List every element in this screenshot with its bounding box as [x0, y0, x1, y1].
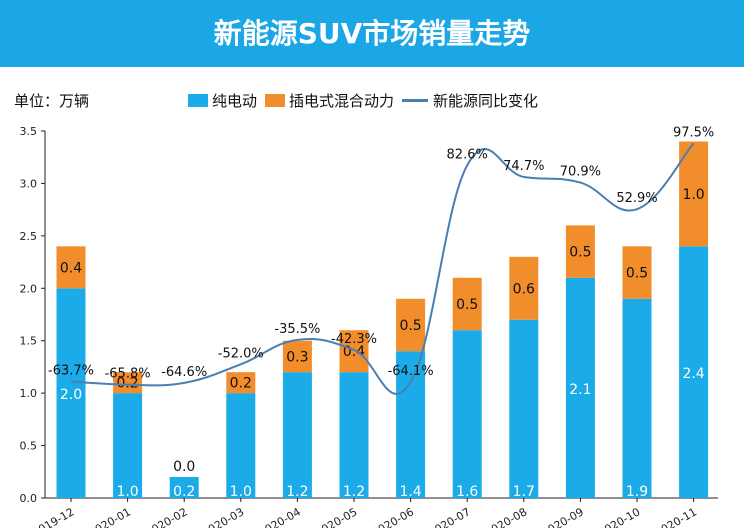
- legend-label-phev: 插电式混合动力: [289, 92, 395, 110]
- bar-phev: [452, 277, 482, 331]
- stacked-bar-chart: 0.0 0.5 1.0 1.5 2.0 2.5 3.0 3.5 2.0 1.0 0.2 1.0 1.2 1…: [20, 125, 718, 528]
- x-tick-label: 2020-02: [143, 505, 189, 528]
- data-label-phev: 0.6: [513, 281, 535, 297]
- y-tick-label: 0.5: [20, 440, 38, 453]
- data-label-yoy: -65.8%: [105, 367, 151, 382]
- data-label-bev: 1.2: [343, 484, 365, 500]
- data-label-yoy: -35.5%: [274, 322, 320, 337]
- x-tick-label: 2019-12: [30, 505, 76, 528]
- data-label-phev: 0.0: [173, 459, 195, 475]
- data-label-bev: 1.2: [286, 484, 308, 500]
- y-tick-label: 3.5: [20, 125, 38, 138]
- data-label-bev: 2.0: [60, 387, 82, 403]
- bar-bev: [339, 372, 369, 498]
- legend-label-bev: 纯电动: [212, 92, 258, 110]
- data-label-bev: 1.0: [230, 484, 252, 500]
- x-tick-label: 2020-03: [200, 505, 246, 528]
- data-label-bev: 1.6: [456, 484, 478, 500]
- data-label-yoy: 52.9%: [616, 191, 657, 206]
- bar-phev: [622, 246, 652, 299]
- legend-item-phev: 插电式混合动力: [265, 90, 394, 111]
- data-label-yoy: -63.7%: [48, 364, 94, 379]
- bar-bev: [56, 288, 86, 498]
- x-tick-label: 2020-09: [540, 505, 586, 528]
- bar-phev: [226, 372, 256, 394]
- x-tick-label: 2020-08: [483, 505, 529, 528]
- x-tick-label: 2020-06: [370, 505, 416, 528]
- data-label-phev: 0.5: [569, 245, 591, 261]
- legend-swatch-bev: [188, 94, 208, 107]
- bar-bev: [509, 319, 539, 498]
- y-tick-label: 3.0: [20, 177, 38, 190]
- data-label-phev: 0.3: [286, 349, 308, 365]
- bar-bev: [565, 277, 595, 498]
- data-label-phev: 0.5: [626, 266, 648, 282]
- legend-item-yoy: 新能源同比变化: [402, 90, 538, 111]
- x-tick-label: 2020-10: [596, 505, 642, 528]
- bar-phev: [396, 298, 426, 352]
- data-label-yoy: -52.0%: [218, 346, 264, 361]
- y-tick-label: 2.5: [20, 230, 38, 243]
- data-label-bev: 2.4: [682, 366, 704, 382]
- data-label-yoy: -64.6%: [161, 365, 207, 380]
- x-tick-label: 2020-11: [653, 505, 699, 528]
- bar-phev: [56, 246, 86, 289]
- bar-bev: [169, 477, 199, 498]
- data-label-bev: 1.0: [116, 484, 138, 500]
- data-label-phev: 0.4: [60, 260, 82, 276]
- x-tick-label: 2020-04: [257, 505, 303, 528]
- chart-title: 新能源SUV市场销量走势: [213, 17, 531, 50]
- data-label-yoy: -42.3%: [331, 332, 377, 347]
- data-label-phev: 1.0: [682, 187, 704, 203]
- data-label-yoy: 74.7%: [503, 159, 544, 174]
- data-label-phev: 0.2: [116, 376, 138, 392]
- bar-bev: [679, 246, 709, 498]
- data-label-yoy: -64.1%: [388, 364, 434, 379]
- y-tick-label: 1.5: [20, 335, 38, 348]
- data-label-bev: 2.1: [569, 382, 591, 398]
- legend-swatch-yoy: [402, 99, 429, 102]
- bar-phev: [282, 340, 312, 373]
- bar-phev: [679, 141, 709, 247]
- data-label-yoy: 70.9%: [560, 165, 601, 180]
- data-label-bev: 1.9: [626, 484, 648, 500]
- data-label-yoy: 82.6%: [447, 147, 488, 162]
- bar-phev: [509, 256, 539, 320]
- unit-label: 单位：万辆: [14, 92, 90, 110]
- bar-phev: [113, 372, 143, 394]
- x-tick-label: 2020-05: [313, 505, 359, 528]
- y-tick-label: 2.0: [20, 282, 38, 295]
- x-tick-label: 2020-07: [426, 505, 472, 528]
- data-label-phev: 0.2: [230, 376, 252, 392]
- bar-phev: [565, 225, 595, 278]
- x-tick-label: 2020-01: [87, 505, 133, 528]
- bar-bev: [113, 393, 143, 498]
- data-label-yoy: 97.5%: [673, 125, 714, 140]
- bar-bev: [282, 372, 312, 498]
- data-label-bev: 1.7: [513, 484, 535, 500]
- data-label-phev: 0.5: [399, 318, 421, 334]
- legend-swatch-phev: [265, 94, 286, 107]
- bar-bev: [396, 351, 426, 498]
- legend-label-yoy: 新能源同比变化: [433, 92, 539, 110]
- bar-phev: [339, 330, 369, 373]
- title-banner: [0, 0, 744, 67]
- legend-item-bev: 纯电动: [188, 90, 257, 111]
- bar-bev: [226, 393, 256, 498]
- yoy-line: [70, 142, 695, 395]
- bar-bev: [622, 298, 652, 498]
- y-tick-label: 0.0: [20, 492, 38, 505]
- data-label-bev: 0.2: [173, 484, 195, 500]
- bar-bev: [452, 330, 482, 498]
- data-label-phev: 0.5: [456, 297, 478, 313]
- legend: 纯电动 插电式混合动力 新能源同比变化: [188, 90, 546, 111]
- y-tick-label: 1.0: [20, 387, 38, 400]
- data-label-bev: 1.4: [399, 484, 421, 500]
